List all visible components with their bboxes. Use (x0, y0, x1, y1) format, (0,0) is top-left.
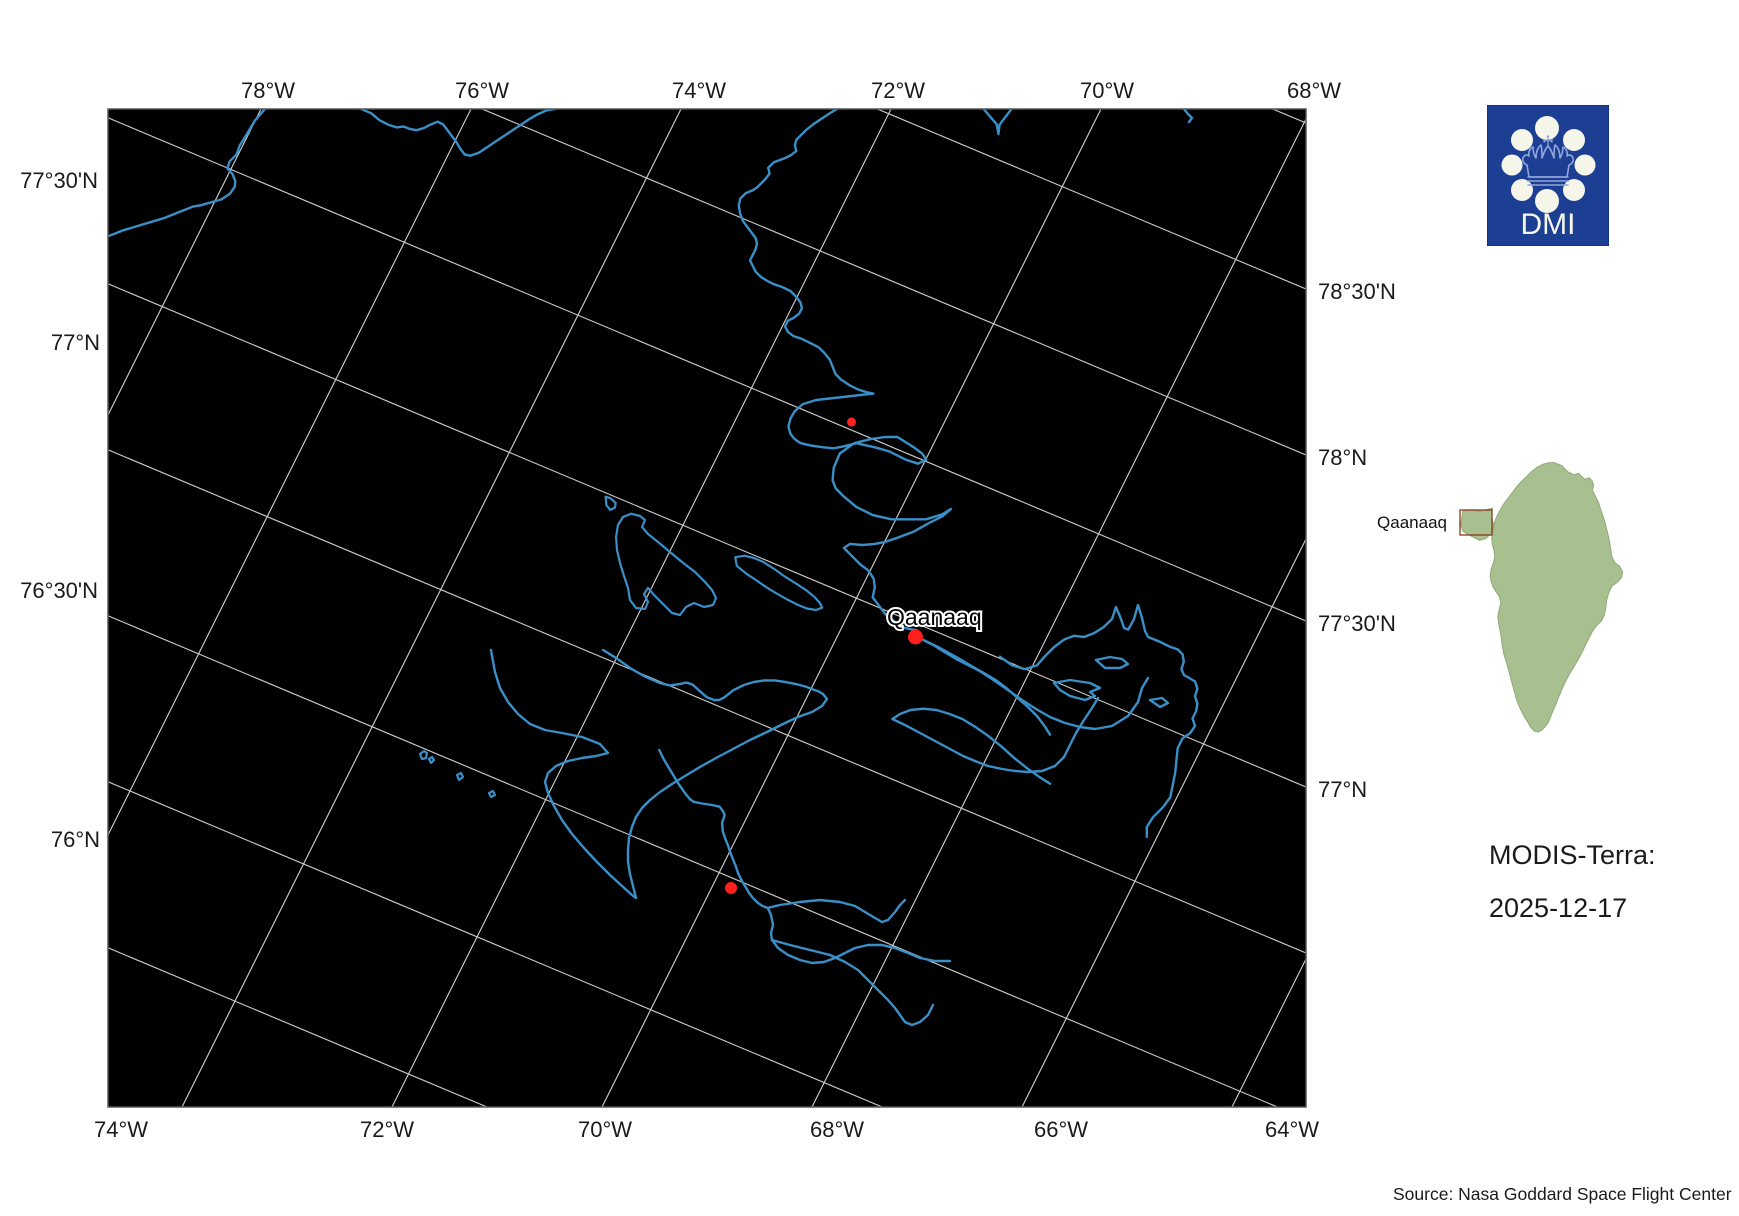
svg-text:Qaanaaq: Qaanaaq (1377, 513, 1447, 532)
